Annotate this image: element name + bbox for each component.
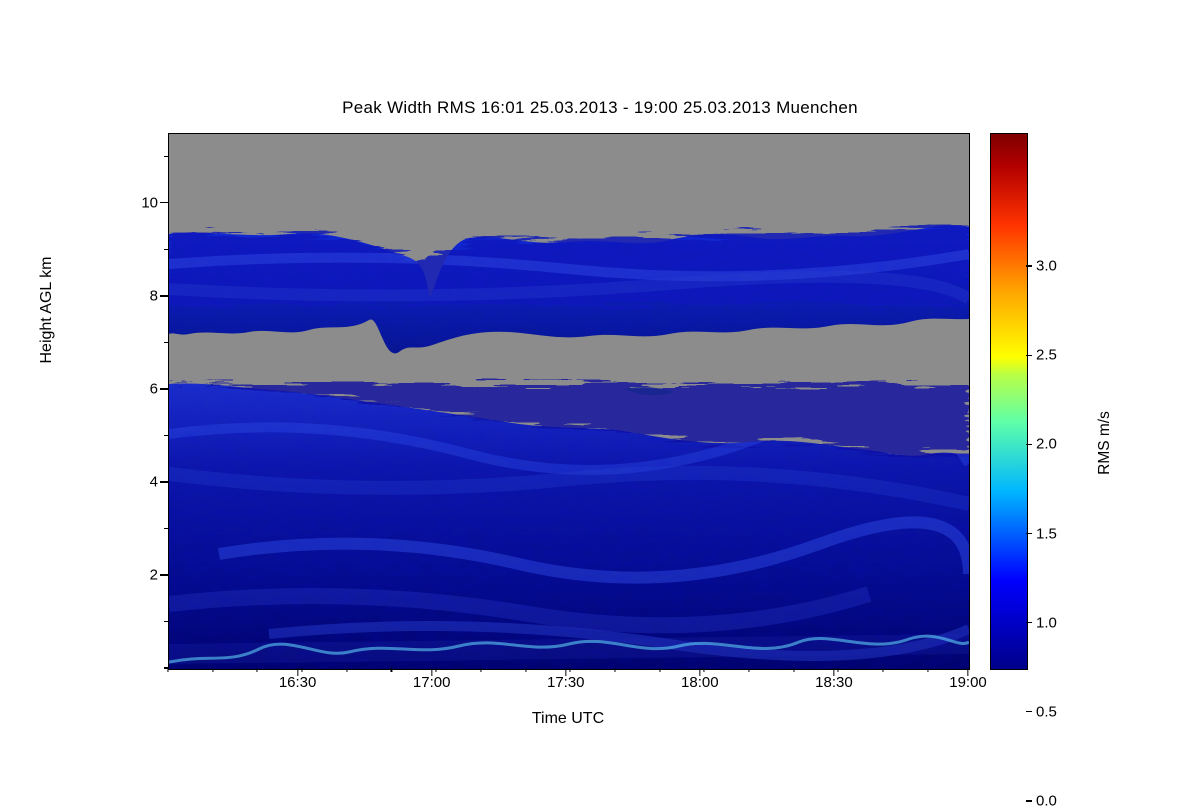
y-tick-mark-2 xyxy=(160,574,168,575)
y-tick-label-6: 6 xyxy=(118,380,158,397)
x-tick-minor-16:41 xyxy=(346,668,347,672)
y-tick-mark-10 xyxy=(160,202,168,203)
x-tick-minor-18:41 xyxy=(883,668,884,672)
y-tick-mark-4 xyxy=(160,481,168,482)
x-tick-mark-17:00 xyxy=(431,668,432,676)
y-tick-minor-7 xyxy=(164,342,168,343)
x-tick-minor-16:11 xyxy=(212,668,213,672)
x-tick-label-18:00: 18:00 xyxy=(681,674,719,691)
colorbar-label-0.5: 0.5 xyxy=(1036,703,1057,720)
x-tick-minor-18:01 xyxy=(704,668,705,672)
colorbar-label-1: 1.0 xyxy=(1036,614,1057,631)
y-axis-title: Height AGL km xyxy=(38,256,56,363)
colorbar-title: RMS m/s xyxy=(1096,411,1114,475)
y-tick-minor-3 xyxy=(164,528,168,529)
y-tick-mark-6 xyxy=(160,388,168,389)
x-tick-minor-18:31 xyxy=(838,668,839,672)
x-tick-minor-17:11 xyxy=(480,668,481,672)
colorbar-tick-2 xyxy=(1026,444,1032,445)
y-tick-minor-11 xyxy=(164,156,168,157)
heatmap-svg xyxy=(169,134,969,669)
colorbar-container[interactable]: 0.0 0.5 1.0 1.5 2.0 2.5 3.0 RMS m/s xyxy=(990,133,1026,668)
x-tick-mark-18:00 xyxy=(699,668,700,676)
y-tick-minor-9 xyxy=(164,249,168,250)
x-tick-minor-17:51 xyxy=(659,668,660,672)
x-tick-label-19:00: 19:00 xyxy=(949,674,987,691)
colorbar-tick-1.5 xyxy=(1026,533,1032,534)
y-tick-mark-8 xyxy=(160,295,168,296)
y-tick-label-8: 8 xyxy=(118,287,158,304)
x-tick-label-18:30: 18:30 xyxy=(815,674,853,691)
colorbar-label-0: 0.0 xyxy=(1036,793,1057,810)
y-tick-minor-5 xyxy=(164,435,168,436)
x-tick-mark-19:00 xyxy=(967,668,968,676)
colorbar-label-3: 3.0 xyxy=(1036,258,1057,275)
colorbar-tick-0 xyxy=(1026,800,1032,801)
x-tick-minor-17:31 xyxy=(570,668,571,672)
colorbar-label-1.5: 1.5 xyxy=(1036,525,1057,542)
x-axis-title: Time UTC xyxy=(168,710,968,728)
x-tick-minor-16:01 xyxy=(167,668,168,672)
colorbar-tick-3 xyxy=(1026,265,1032,266)
x-tick-minor-16:51 xyxy=(391,668,392,672)
chart-title: Peak Width RMS 16:01 25.03.2013 - 19:00 … xyxy=(0,98,1200,118)
colorbar-tick-2.5 xyxy=(1026,355,1032,356)
x-tick-minor-18:11 xyxy=(748,668,749,672)
x-tick-minor-16:21 xyxy=(257,668,258,672)
x-tick-mark-16:30 xyxy=(297,668,298,676)
x-tick-minor-17:01 xyxy=(436,668,437,672)
colorbar-tick-1 xyxy=(1026,622,1032,623)
grain-overlay xyxy=(169,134,969,669)
x-tick-minor-18:51 xyxy=(927,668,928,672)
y-tick-label-4: 4 xyxy=(118,473,158,490)
x-tick-label-17:00: 17:00 xyxy=(413,674,451,691)
x-tick-mark-18:30 xyxy=(833,668,834,676)
x-tick-label-17:30: 17:30 xyxy=(547,674,585,691)
heatmap-plot-area[interactable] xyxy=(168,133,970,670)
colorbar-tick-0.5 xyxy=(1026,711,1032,712)
y-tick-label-10: 10 xyxy=(118,194,158,211)
y-tick-minor-1 xyxy=(164,621,168,622)
x-tick-minor-16:31 xyxy=(302,668,303,672)
root-stage: Peak Width RMS 16:01 25.03.2013 - 19:00 … xyxy=(0,0,1200,800)
x-tick-label-16:30: 16:30 xyxy=(279,674,317,691)
x-tick-minor-18:21 xyxy=(793,668,794,672)
colorbar-label-2.5: 2.5 xyxy=(1036,347,1057,364)
x-tick-minor-17:41 xyxy=(614,668,615,672)
x-tick-minor-17:21 xyxy=(525,668,526,672)
colorbar-gradient xyxy=(990,133,1028,670)
colorbar-label-2: 2.0 xyxy=(1036,436,1057,453)
y-tick-label-2: 2 xyxy=(118,566,158,583)
x-tick-mark-17:30 xyxy=(565,668,566,676)
